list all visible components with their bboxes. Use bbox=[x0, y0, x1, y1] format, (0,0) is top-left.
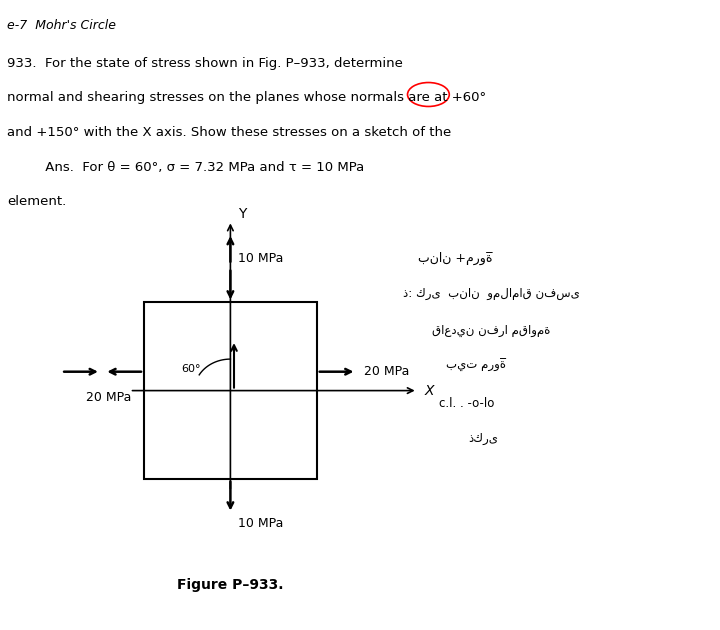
Text: قاعدين نفرا مقاومة: قاعدين نفرا مقاومة bbox=[432, 324, 550, 338]
Text: 10 MPa: 10 MPa bbox=[238, 251, 283, 265]
Text: Figure P–933.: Figure P–933. bbox=[177, 578, 284, 592]
Text: بيت مروة̅: بيت مروة̅ bbox=[446, 359, 506, 372]
Text: ذكرى: ذكرى bbox=[468, 432, 498, 445]
Text: and +150° with the X axis. Show these stresses on a sketch of the: and +150° with the X axis. Show these st… bbox=[7, 126, 451, 139]
Text: c.l. . -o-lo: c.l. . -o-lo bbox=[439, 397, 495, 410]
Text: Y: Y bbox=[238, 207, 246, 220]
Text: element.: element. bbox=[7, 195, 66, 209]
Bar bbox=[144, 302, 317, 479]
Text: Ans.  For θ = 60°, σ = 7.32 MPa and τ = 10 MPa: Ans. For θ = 60°, σ = 7.32 MPa and τ = 1… bbox=[7, 161, 364, 174]
Text: e-7  Mohr's Circle: e-7 Mohr's Circle bbox=[7, 19, 116, 32]
Text: 20 MPa: 20 MPa bbox=[86, 391, 132, 404]
Text: 20 MPa: 20 MPa bbox=[364, 365, 409, 378]
Text: بنان +مروة̅: بنان +مروة̅ bbox=[418, 252, 492, 265]
Text: 933.  For the state of stress shown in Fig. P–933, determine: 933. For the state of stress shown in Fi… bbox=[7, 57, 403, 70]
Text: X: X bbox=[425, 384, 434, 398]
Text: 10 MPa: 10 MPa bbox=[238, 517, 283, 530]
Text: normal and shearing stresses on the planes whose normals are at +60°: normal and shearing stresses on the plan… bbox=[7, 91, 486, 105]
Text: ذ: كرى  بنان  وملاماق نفسى: ذ: كرى بنان وملاماق نفسى bbox=[403, 287, 580, 300]
Text: 60°: 60° bbox=[181, 364, 201, 374]
